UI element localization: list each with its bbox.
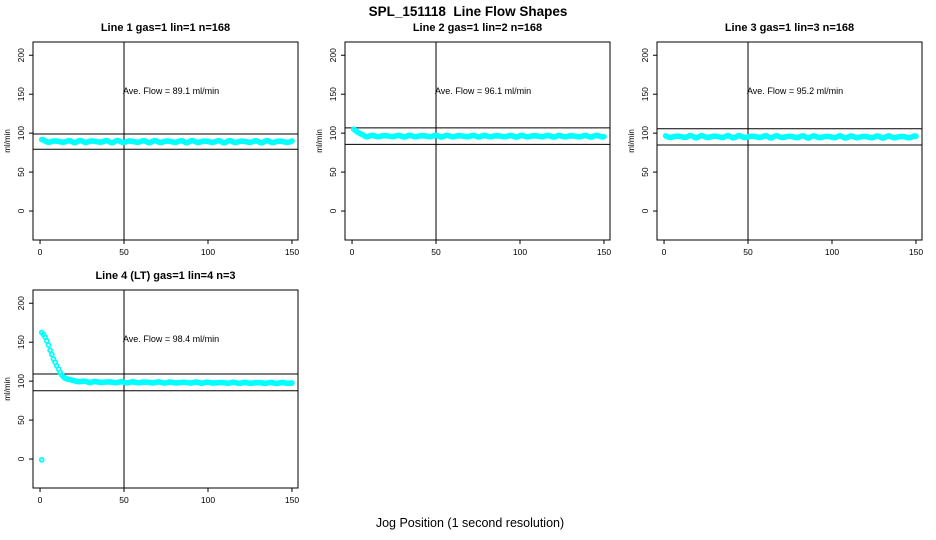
- y-tick-label: 100: [640, 126, 650, 140]
- y-tick-label: 200: [328, 48, 338, 62]
- y-axis-label: ml/min: [3, 129, 12, 153]
- x-tick-label: 100: [513, 247, 527, 257]
- data-point: [48, 351, 55, 358]
- panel-4-plot: 0 50 100 150 0 50 100 150 200 ml/min Ave. Flow = 9…: [3, 289, 299, 505]
- y-tick-label: 100: [16, 374, 26, 388]
- outlier-point: [38, 456, 45, 463]
- y-tick-label: 200: [16, 48, 26, 62]
- plot-box: [656, 41, 923, 241]
- y-tick-label: 50: [16, 167, 26, 177]
- x-tick-label: 50: [119, 247, 129, 257]
- data-point: [289, 138, 295, 144]
- y-axis-label: ml/min: [3, 377, 12, 401]
- panel-title: Line 2 gas=1 lin=2 n=168: [412, 22, 543, 34]
- y-tick-label: 200: [640, 48, 650, 62]
- panel-title: Line 3 gas=1 lin=3 n=168: [724, 22, 855, 34]
- plot-box: [32, 289, 299, 489]
- ave-flow-annotation: Ave. Flow = 89.1 ml/min: [123, 86, 219, 96]
- x-tick-label: 0: [38, 495, 43, 505]
- x-tick-label: 150: [597, 247, 611, 257]
- y-axis-label: ml/min: [627, 129, 636, 153]
- y-tick-label: 150: [16, 335, 26, 349]
- panel-title: Line 1 gas=1 lin=1 n=168: [100, 22, 231, 34]
- panel-line-4: 0 50 100 150 0 50 100 150 200 ml/min Ave. Flow = 9…: [0, 266, 315, 518]
- y-tick-label: 50: [328, 167, 338, 177]
- data-point: [45, 342, 52, 348]
- x-tick-label: 150: [285, 247, 299, 257]
- y-tick-label: 0: [328, 208, 338, 213]
- x-tick-label: 0: [350, 247, 355, 257]
- plot-box: [32, 41, 299, 241]
- x-tick-label: 100: [201, 247, 215, 257]
- page-title: SPL_151118 Line Flow Shapes: [368, 4, 568, 19]
- data-point: [913, 133, 919, 140]
- y-tick-label: 0: [16, 456, 26, 461]
- y-tick-label: 0: [640, 208, 650, 213]
- y-tick-label: 100: [16, 126, 26, 140]
- x-tick-label: 100: [825, 247, 839, 257]
- y-tick-label: 150: [16, 87, 26, 101]
- x-tick-label: 0: [662, 247, 667, 257]
- y-tick-label: 50: [16, 415, 26, 425]
- panel-1-plot: 0 50 100 150 0 50 100 150 200 ml/min Ave. Flow = 8…: [3, 41, 299, 257]
- data-point: [601, 133, 607, 140]
- x-tick-label: 100: [201, 495, 215, 505]
- plot-box: [344, 41, 611, 241]
- x-tick-label: 50: [119, 495, 129, 505]
- x-tick-label: 0: [38, 247, 43, 257]
- y-tick-label: 0: [16, 208, 26, 213]
- panel-line-2: 0 50 100 150 0 50 100 150 200 ml/min Ave. Flow = 9…: [312, 18, 627, 270]
- x-axis-label: Jog Position (1 second resolution): [375, 516, 565, 530]
- y-tick-label: 200: [16, 296, 26, 310]
- ave-flow-annotation: Ave. Flow = 95.2 ml/min: [747, 86, 843, 96]
- x-tick-label: 150: [285, 495, 299, 505]
- panel-2-plot: 0 50 100 150 0 50 100 150 200 ml/min Ave. Flow = 9…: [315, 41, 611, 257]
- y-axis-label: ml/min: [315, 129, 324, 153]
- panel-title: Line 4 (LT) gas=1 lin=4 n=3: [95, 270, 236, 282]
- y-tick-label: 50: [640, 167, 650, 177]
- panel-line-3: 0 50 100 150 0 50 100 150 200 ml/min Ave. Flow = 9…: [624, 18, 936, 270]
- ave-flow-annotation: Ave. Flow = 98.4 ml/min: [123, 334, 219, 344]
- x-tick-label: 50: [743, 247, 753, 257]
- data-point: [289, 380, 295, 386]
- y-tick-label: 150: [328, 87, 338, 101]
- y-tick-label: 100: [328, 126, 338, 140]
- x-tick-label: 150: [909, 247, 923, 257]
- panel-line-1: 0 50 100 150 0 50 100 150 200 ml/min Ave. Flow = 8…: [0, 18, 315, 270]
- x-tick-label: 50: [431, 247, 441, 257]
- panel-3-plot: 0 50 100 150 0 50 100 150 200 ml/min Ave. Flow = 9…: [627, 41, 923, 257]
- ave-flow-annotation: Ave. Flow = 96.1 ml/min: [435, 86, 531, 96]
- y-tick-label: 150: [640, 87, 650, 101]
